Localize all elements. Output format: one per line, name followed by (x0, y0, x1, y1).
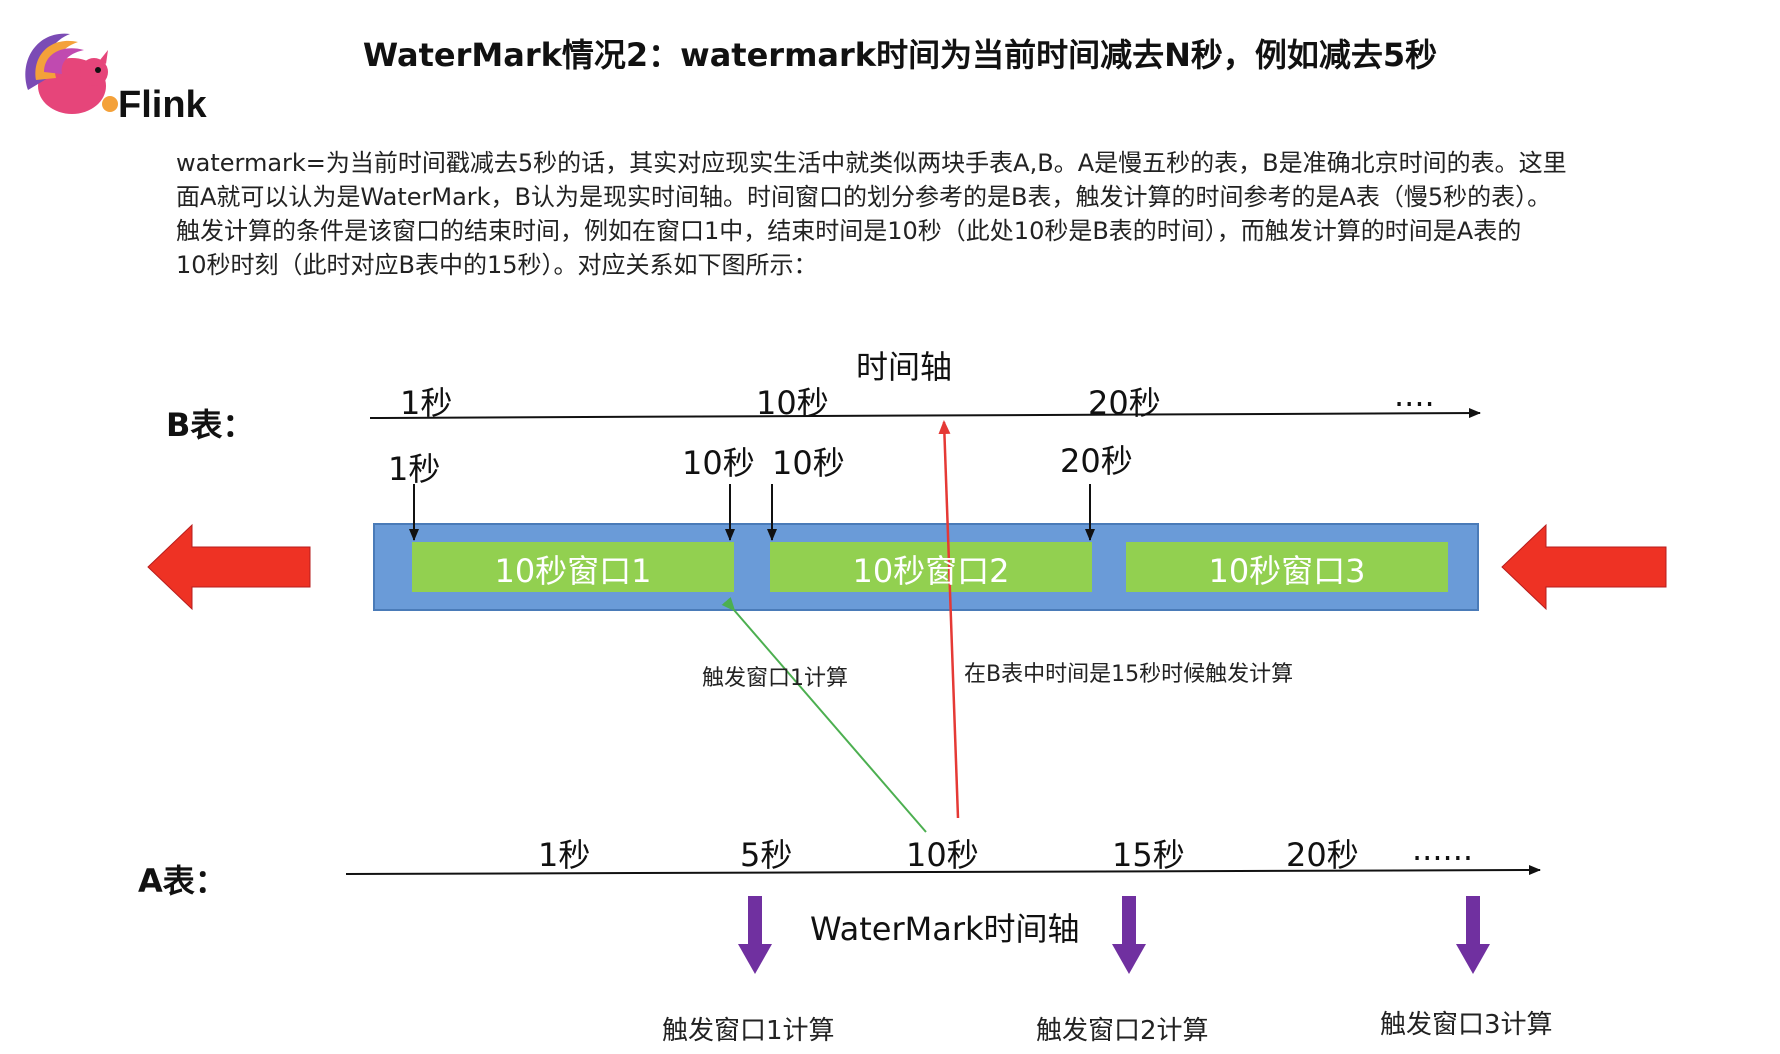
window-2 (770, 542, 1092, 592)
paragraph-line: 面A就可以认为是WaterMark，B认为是现实时间轴。时间窗口的划分参考的是B… (176, 183, 1552, 211)
trigger-arrow-1 (738, 896, 772, 974)
green-annotation: 触发窗口1计算 (702, 666, 848, 691)
a-tick-label: 15秒 (1112, 836, 1185, 874)
b-time-axis (369, 408, 1481, 419)
a-tick-label: ...... (1412, 830, 1474, 868)
flink-squirrel-icon (25, 33, 118, 114)
logo-text: Flink (118, 84, 207, 126)
boundary-label: 1秒 (388, 450, 441, 488)
boundary-label: 10秒 (682, 444, 755, 482)
red-annotation: 在B表中时间是15秒时候触发计算 (964, 662, 1294, 687)
a-axis-title: WaterMark时间轴 (810, 910, 1080, 948)
a-tick-label: 20秒 (1286, 836, 1359, 874)
a-watermark-axis (345, 865, 1541, 876)
boundary-label: 20秒 (1060, 442, 1133, 480)
b-axis-title: 时间轴 (856, 348, 953, 386)
window-label: 10秒窗口1 (494, 552, 652, 590)
b-tick-label: 20秒 (1088, 384, 1161, 422)
a-table-label: A表： (138, 862, 227, 900)
b-table-label: B表： (166, 406, 255, 444)
paragraph-line: 触发计算的条件是该窗口的结束时间，例如在窗口1中，结束时间是10秒（此处10秒是… (176, 217, 1522, 245)
trigger-label: 触发窗口1计算 (662, 1016, 835, 1046)
paragraph-line: watermark=为当前时间戳减去5秒的话，其实对应现实生活中就类似两块手表A… (176, 149, 1567, 177)
description-paragraph: watermark=为当前时间戳减去5秒的话，其实对应现实生活中就类似两块手表A… (176, 146, 1766, 282)
left-flow-arrow (147, 523, 311, 611)
window-label: 10秒窗口2 (852, 552, 1010, 590)
right-flow-arrow (1501, 523, 1667, 611)
window-label: 10秒窗口3 (1208, 552, 1366, 590)
trigger-arrow-2 (1112, 896, 1146, 974)
green-trigger-line (721, 596, 927, 833)
a-tick-label: 10秒 (906, 836, 979, 874)
page-title: WaterMark情况2：watermark时间为当前时间减去N秒，例如减去5秒 (362, 36, 1438, 74)
b-tick-label: 10秒 (756, 384, 829, 422)
paragraph-line: 10秒时刻（此时对应B表中的15秒）。对应关系如下图所示： (176, 251, 818, 279)
window-1 (412, 542, 734, 592)
b-tick-label: .... (1394, 376, 1435, 414)
a-tick-label: 5秒 (740, 836, 793, 874)
b-tick-label: 1秒 (400, 384, 453, 422)
trigger-label: 触发窗口2计算 (1036, 1016, 1209, 1046)
window-3 (1126, 542, 1448, 592)
trigger-label: 触发窗口3计算 (1380, 1010, 1553, 1040)
red-trigger-line (938, 420, 960, 819)
boundary-label: 10秒 (772, 444, 845, 482)
a-tick-label: 1秒 (538, 836, 591, 874)
trigger-arrow-3 (1456, 896, 1490, 974)
